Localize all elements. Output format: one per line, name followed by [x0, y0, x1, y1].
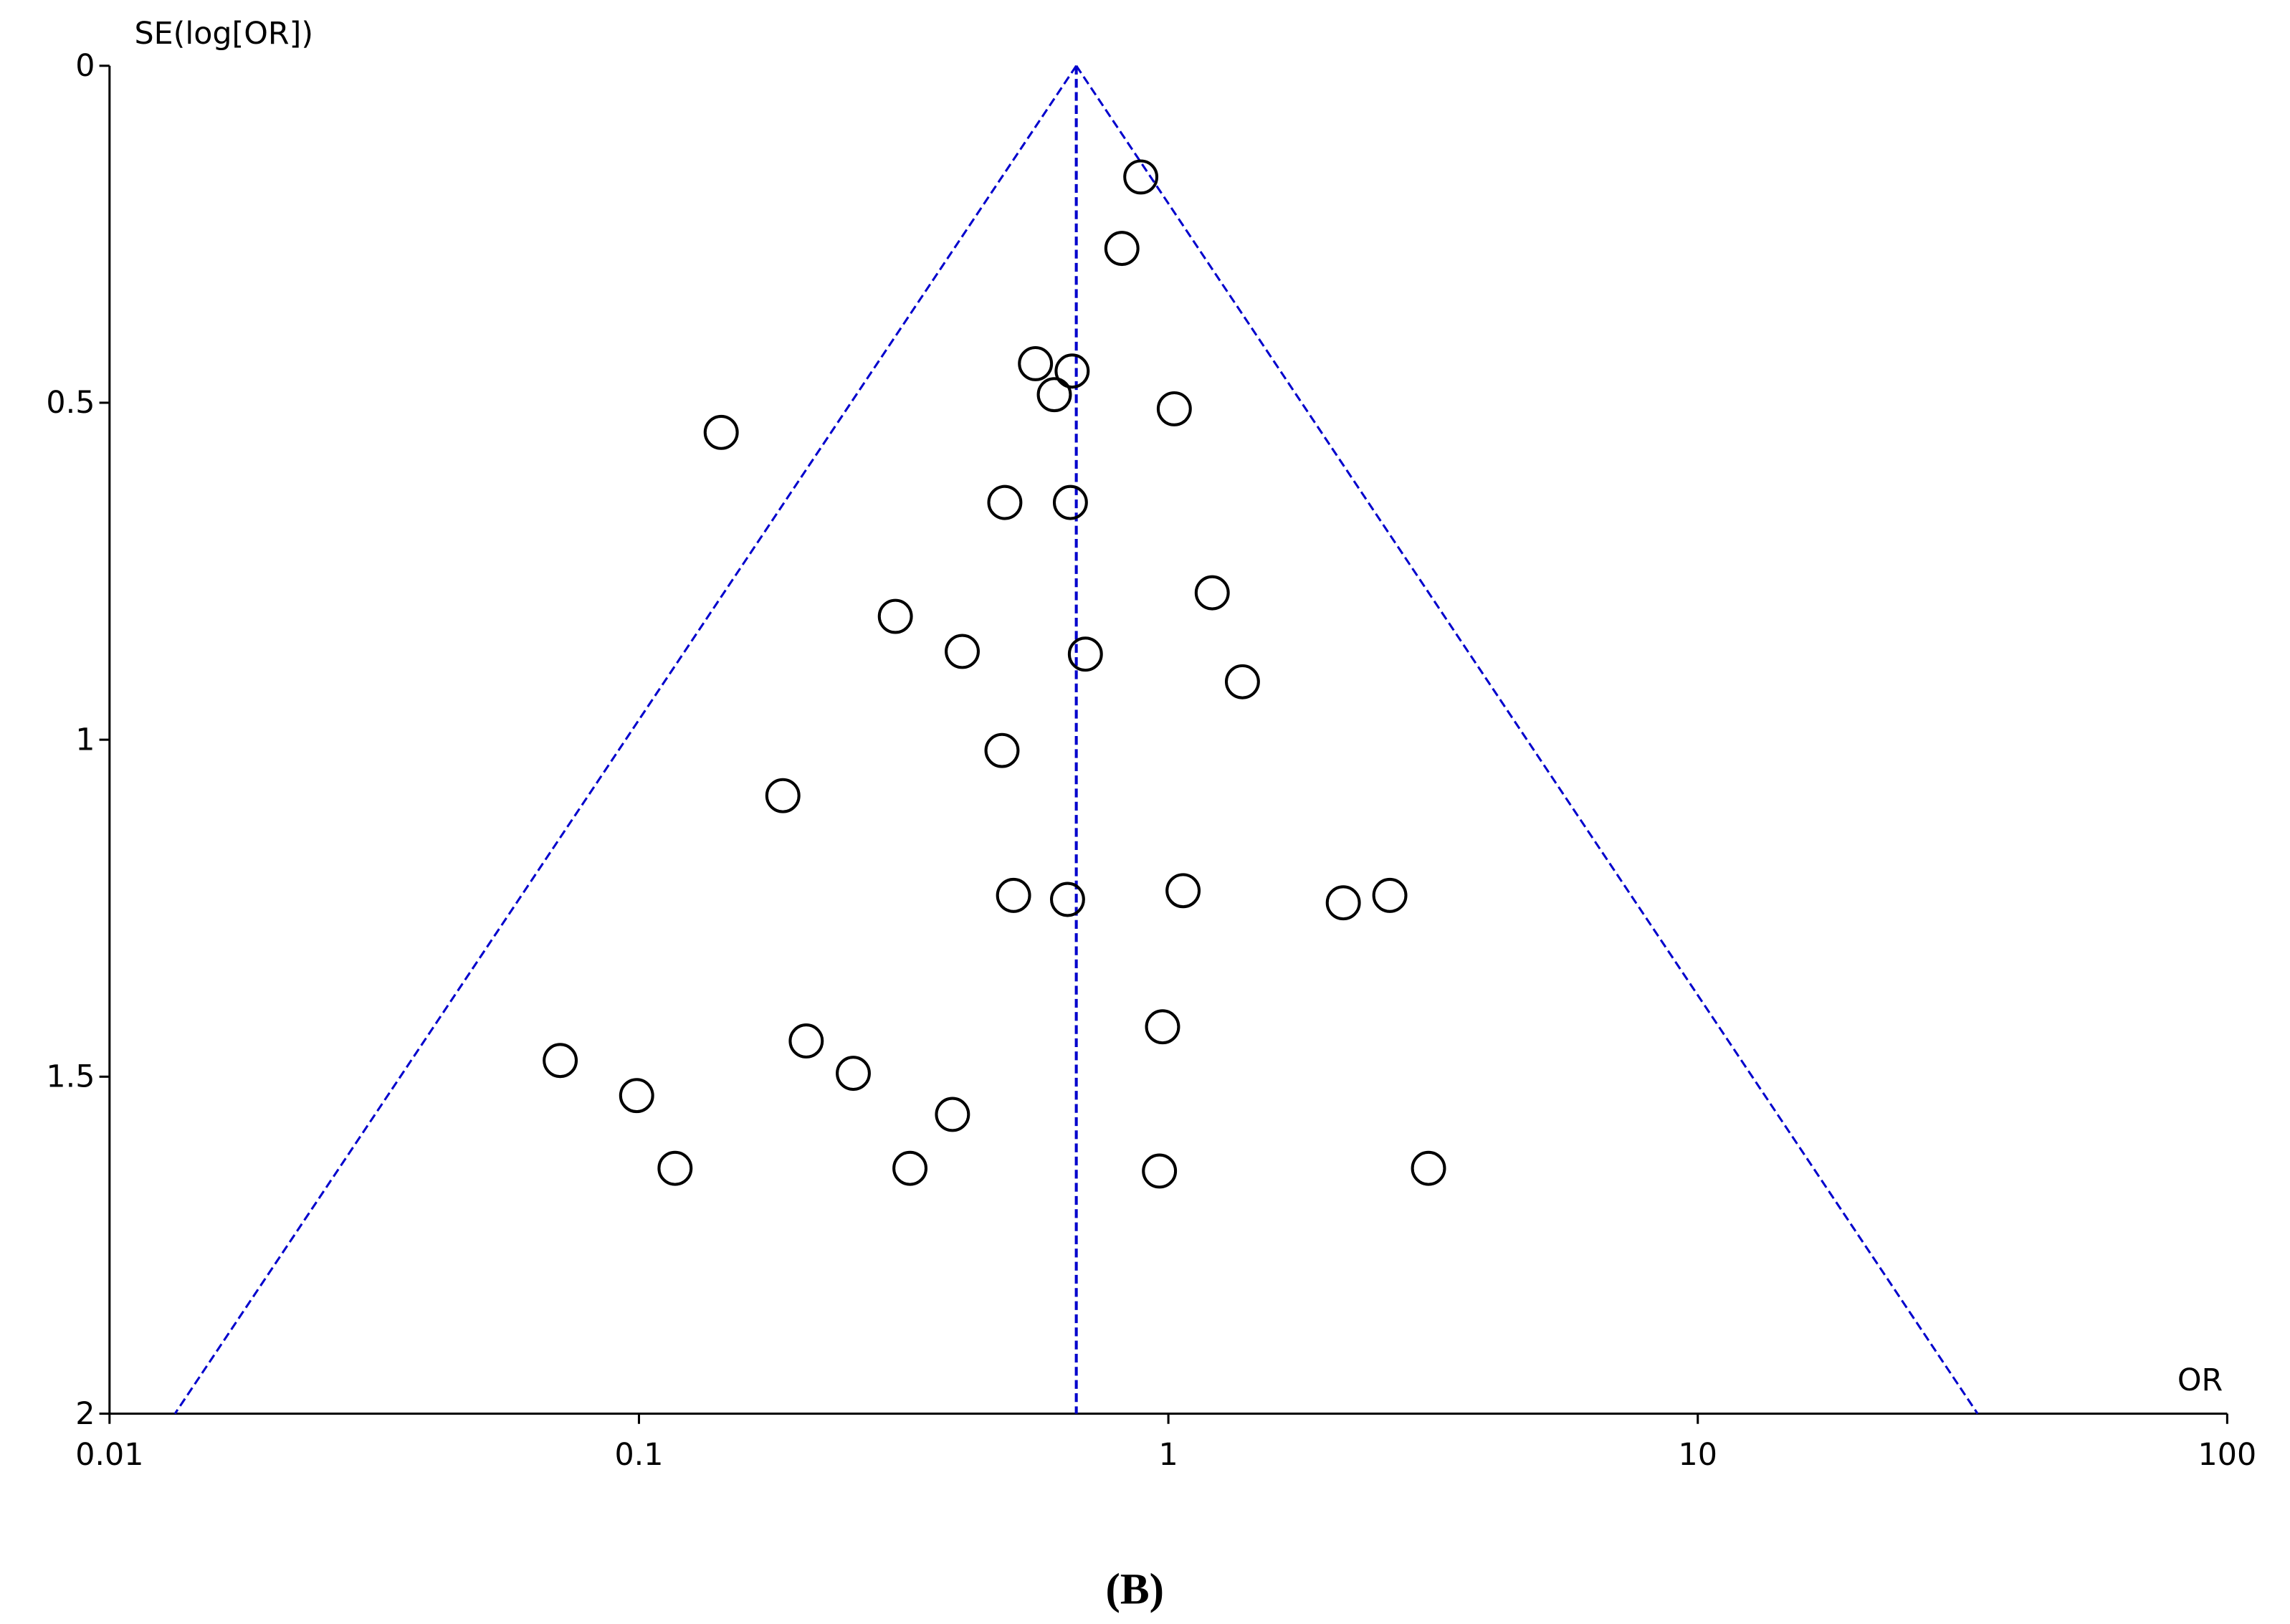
- study-point: [836, 1056, 871, 1092]
- study-point: [935, 1097, 970, 1132]
- study-point: [1036, 377, 1072, 413]
- study-point: [1411, 1150, 1446, 1186]
- x-tick-label: 0.01: [75, 1437, 143, 1473]
- caption: (B): [1106, 1565, 1164, 1613]
- study-point: [984, 732, 1020, 768]
- study-point: [1052, 484, 1088, 520]
- funnel-right: [1075, 65, 1979, 1415]
- study-point: [788, 1023, 824, 1059]
- study-point: [1224, 664, 1260, 699]
- study-point: [877, 598, 913, 634]
- study-point: [543, 1043, 578, 1079]
- study-point: [619, 1078, 654, 1114]
- y-tick-label: 0.5: [46, 385, 95, 421]
- study-point: [1325, 885, 1361, 921]
- funnel-left: [173, 65, 1077, 1415]
- study-point: [1067, 636, 1103, 672]
- study-point: [1372, 877, 1408, 913]
- x-axis-label: OR: [2177, 1362, 2223, 1398]
- study-point: [892, 1150, 928, 1186]
- study-point: [1142, 1153, 1178, 1189]
- study-point: [996, 877, 1031, 913]
- study-point: [1018, 345, 1054, 381]
- study-point: [1049, 882, 1085, 917]
- study-point: [1123, 159, 1159, 195]
- y-axis-label: SE(log[OR]): [134, 16, 313, 52]
- x-tick-label: 10: [1679, 1437, 1717, 1473]
- study-point: [1165, 873, 1201, 909]
- y-tick-label: 1: [75, 722, 95, 758]
- x-tick-label: 0.1: [614, 1437, 663, 1473]
- y-tick-label: 0: [75, 48, 95, 84]
- study-point: [1054, 353, 1090, 389]
- study-point: [765, 778, 801, 813]
- x-tick-label: 1: [1158, 1437, 1178, 1473]
- study-point: [1194, 575, 1230, 611]
- study-point: [945, 634, 980, 669]
- y-tick-label: 1.5: [46, 1059, 95, 1095]
- x-tick-label: 100: [2198, 1437, 2257, 1473]
- study-point: [1156, 391, 1192, 426]
- study-point: [1104, 231, 1140, 267]
- study-point: [703, 414, 739, 450]
- study-point: [1145, 1009, 1180, 1045]
- study-point: [657, 1150, 693, 1186]
- y-tick-label: 2: [75, 1396, 95, 1432]
- study-point: [987, 484, 1023, 520]
